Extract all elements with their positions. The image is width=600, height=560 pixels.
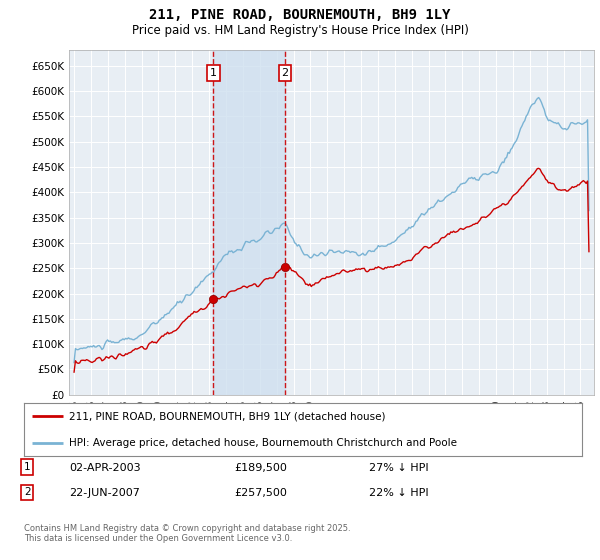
Text: Price paid vs. HM Land Registry's House Price Index (HPI): Price paid vs. HM Land Registry's House … [131, 24, 469, 36]
Text: 22% ↓ HPI: 22% ↓ HPI [369, 488, 428, 498]
Text: £257,500: £257,500 [234, 488, 287, 498]
Text: 1: 1 [24, 462, 31, 472]
Bar [214, 50, 285, 395]
Text: 22-JUN-2007: 22-JUN-2007 [69, 488, 140, 498]
Text: 2: 2 [24, 487, 31, 497]
Text: 2: 2 [281, 68, 289, 78]
Text: Contains HM Land Registry data © Crown copyright and database right 2025.
This d: Contains HM Land Registry data © Crown c… [24, 524, 350, 543]
Text: 27% ↓ HPI: 27% ↓ HPI [369, 463, 428, 473]
Text: £189,500: £189,500 [234, 463, 287, 473]
Text: 211, PINE ROAD, BOURNEMOUTH, BH9 1LY (detached house): 211, PINE ROAD, BOURNEMOUTH, BH9 1LY (de… [68, 412, 385, 422]
Text: 02-APR-2003: 02-APR-2003 [69, 463, 140, 473]
Text: 211, PINE ROAD, BOURNEMOUTH, BH9 1LY: 211, PINE ROAD, BOURNEMOUTH, BH9 1LY [149, 8, 451, 22]
Text: 1: 1 [210, 68, 217, 78]
Text: HPI: Average price, detached house, Bournemouth Christchurch and Poole: HPI: Average price, detached house, Bour… [68, 438, 457, 448]
